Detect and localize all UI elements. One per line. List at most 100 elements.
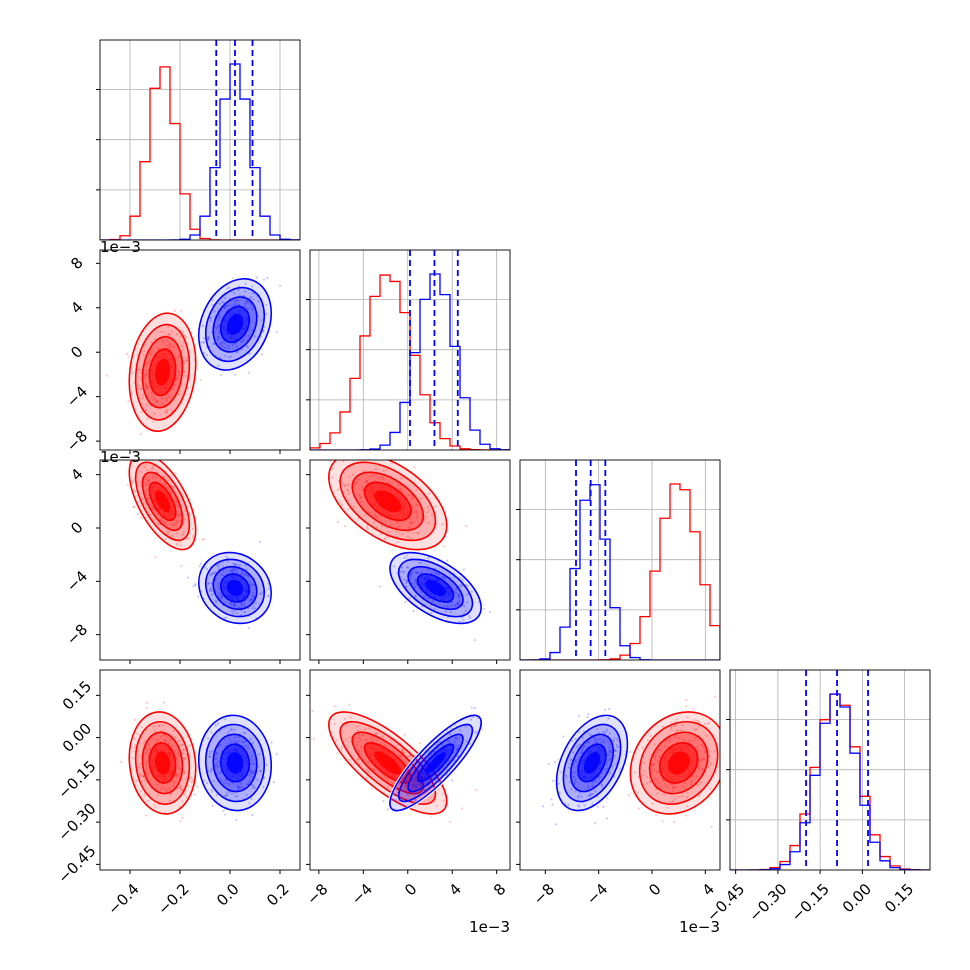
blue-sample-point — [234, 563, 237, 566]
red-sample-point — [145, 387, 148, 390]
blue-sample-point — [437, 573, 440, 576]
red-sample-point — [704, 750, 707, 754]
blue-sample-point — [207, 582, 210, 585]
red-sample-point — [146, 760, 149, 763]
red-sample-point — [367, 761, 370, 764]
blue-sample-point — [223, 794, 226, 798]
panel-2-1 — [306, 459, 511, 664]
blue-sample-point — [578, 792, 581, 795]
red-sample-point — [655, 787, 658, 791]
red-sample-point — [172, 729, 176, 732]
blue-sample-point — [202, 351, 206, 354]
blue-sample-point — [457, 604, 460, 607]
x-tick-label: −4 — [348, 880, 376, 908]
blue-sample-point — [227, 304, 230, 307]
blue-sample-point — [223, 342, 226, 345]
red-sample-point — [163, 403, 166, 406]
blue-sample-point — [207, 769, 210, 773]
blue-sample-point — [603, 708, 607, 711]
y-tick-label: 8 — [67, 254, 86, 273]
blue-sample-point — [472, 715, 475, 718]
red-sample-point — [366, 768, 369, 771]
red-sample-point — [180, 789, 183, 792]
blue-sample-point — [215, 757, 218, 760]
red-sample-point — [153, 412, 156, 415]
blue-sample-point — [420, 571, 423, 574]
blue-sample-point — [209, 767, 213, 770]
red-sample-point — [140, 726, 143, 729]
blue-sample-point — [226, 793, 229, 796]
panel-frame — [99, 39, 301, 241]
red-sample-point — [415, 509, 418, 513]
red-sample-point — [180, 564, 183, 567]
blue-sample-point — [248, 296, 251, 300]
blue-sample-point — [219, 729, 222, 732]
blue-sample-point — [420, 571, 423, 574]
red-sample-point — [144, 382, 147, 386]
blue-sample-point — [228, 601, 232, 604]
blue-sample-point — [221, 565, 224, 568]
blue-sample-point — [406, 565, 409, 568]
red-sample-point — [362, 470, 365, 473]
blue-sample-point — [249, 598, 253, 601]
red-sample-point — [188, 744, 191, 747]
blue-sample-point — [252, 591, 255, 594]
red-sample-point — [144, 489, 147, 493]
blue-sample-point — [216, 563, 220, 567]
red-sample-point — [175, 500, 178, 503]
red-sample-point — [703, 747, 706, 750]
red-sample-point — [375, 515, 378, 519]
blue-sample-point — [437, 741, 440, 744]
blue-sample-point — [450, 604, 453, 607]
blue-sample-point — [233, 739, 236, 743]
blue-sample-point — [223, 739, 226, 742]
blue-sample-point — [229, 569, 232, 572]
x-tick-label: 0.2 — [263, 880, 293, 910]
blue-sample-point — [233, 604, 236, 607]
blue-sample-point — [473, 638, 476, 642]
red-sample-point — [159, 330, 162, 333]
red-sample-point — [186, 359, 189, 362]
blue-sample-point — [209, 320, 212, 323]
red-sample-point — [145, 749, 148, 752]
blue-sample-point — [221, 574, 224, 577]
blue-sample-point — [246, 574, 249, 577]
blue-sample-point — [232, 562, 235, 565]
panel-frame — [729, 669, 931, 871]
red-sample-point — [147, 743, 150, 746]
red-sample-point — [662, 779, 665, 782]
blue-sample-point — [225, 781, 228, 785]
blue-sample-point — [609, 743, 612, 746]
blue-sample-point — [243, 732, 246, 735]
blue-sample-point — [230, 603, 233, 606]
red-sample-point — [181, 788, 184, 791]
red-sample-point — [708, 759, 711, 762]
blue-sample-point — [574, 770, 577, 773]
red-sample-point — [177, 392, 181, 395]
x-offset-label: 1e−3 — [469, 918, 510, 936]
blue-contour — [416, 743, 455, 783]
red-sample-point — [706, 722, 709, 725]
y-tick-label: 4 — [67, 298, 86, 317]
red-sample-point — [145, 362, 148, 365]
red-sample-point — [180, 743, 183, 746]
red-sample-point — [380, 524, 384, 527]
red-sample-point — [669, 728, 673, 731]
red-contour — [327, 711, 448, 815]
blue-sample-point — [577, 714, 581, 717]
red-sample-point — [133, 747, 136, 750]
blue-contour — [212, 733, 258, 793]
blue-sample-point — [242, 741, 245, 744]
red-sample-point — [649, 780, 652, 784]
blue-sample-point — [448, 740, 451, 744]
blue-sample-point — [206, 781, 209, 785]
blue-sample-point — [404, 600, 407, 604]
x-tick-label: −8 — [303, 880, 331, 908]
red-sample-point — [656, 792, 659, 795]
blue-sample-point — [574, 780, 577, 783]
blue-sample-point — [252, 604, 255, 608]
red-histogram — [100, 66, 300, 240]
blue-sample-point — [209, 316, 213, 320]
blue-sample-point — [414, 779, 417, 782]
